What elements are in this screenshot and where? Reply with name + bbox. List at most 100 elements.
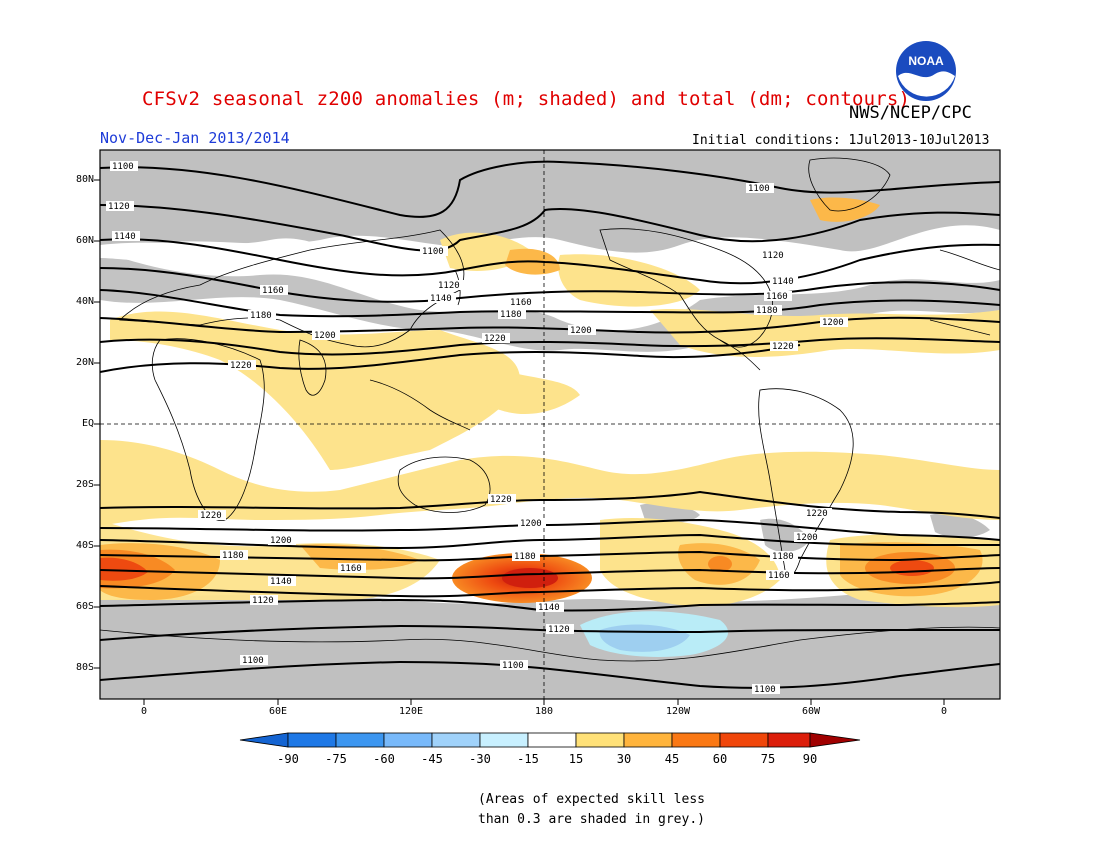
svg-text:1160: 1160 xyxy=(340,564,362,574)
colorbar-arrow-right xyxy=(809,732,861,748)
svg-text:1180: 1180 xyxy=(772,552,794,562)
svg-text:1220: 1220 xyxy=(490,495,512,505)
svg-text:1100: 1100 xyxy=(748,184,770,194)
lat-label: 60S xyxy=(75,601,94,612)
contour-label: 1200 xyxy=(518,518,546,529)
contour-label: 1180 xyxy=(248,310,276,321)
lat-label: 80S xyxy=(75,662,94,673)
agency-label: NWS/NCEP/CPC xyxy=(849,103,972,123)
lon-label: 60E xyxy=(268,706,288,717)
skill-note-line2: than 0.3 are shaded in grey.) xyxy=(478,812,705,827)
colorbar-label: 15 xyxy=(568,752,584,766)
colorbar-label: 45 xyxy=(664,752,680,766)
grey-mask-regions xyxy=(100,150,1000,699)
colorbar-swatch xyxy=(479,732,529,748)
colorbar-swatch xyxy=(527,732,577,748)
contour-label: 1200 xyxy=(312,330,340,341)
svg-text:1140: 1140 xyxy=(772,277,794,287)
lon-label: 60W xyxy=(801,706,821,717)
coastlines xyxy=(100,157,1000,662)
contour-label: 1160 xyxy=(508,297,536,308)
svg-text:1200: 1200 xyxy=(796,533,818,543)
svg-text:1160: 1160 xyxy=(768,571,790,581)
lon-label: 0 xyxy=(940,706,948,717)
colorbar xyxy=(239,732,861,748)
contour-label: 1220 xyxy=(804,508,832,519)
svg-text:1200: 1200 xyxy=(270,536,292,546)
contour-label: 1120 xyxy=(760,250,788,261)
lat-label: 80N xyxy=(75,174,94,185)
lat-label: EQ xyxy=(81,418,94,429)
contour-label: 1120 xyxy=(106,201,134,212)
noaa-logo-text: NOAA xyxy=(908,54,944,68)
map-title: CFSv2 seasonal z200 anomalies (m; shaded… xyxy=(142,88,911,110)
contour-label: 1200 xyxy=(794,532,822,543)
contour-label: 1100 xyxy=(240,655,268,666)
lat-label: 60N xyxy=(75,235,94,246)
contour-label: 1140 xyxy=(536,602,564,613)
colorbar-label: 75 xyxy=(760,752,776,766)
lat-label: 40S xyxy=(75,540,94,551)
contour-label: 1100 xyxy=(500,660,528,671)
colorbar-swatch xyxy=(575,732,625,748)
svg-text:1180: 1180 xyxy=(222,551,244,561)
svg-text:1220: 1220 xyxy=(806,509,828,519)
contour-label: 1100 xyxy=(110,161,138,172)
colorbar-swatch xyxy=(767,732,811,748)
contour-label: 1180 xyxy=(512,551,540,562)
svg-text:1200: 1200 xyxy=(570,326,592,336)
lat-label: 20N xyxy=(75,357,94,368)
lon-label: 180 xyxy=(534,706,554,717)
colorbar-swatch xyxy=(719,732,769,748)
svg-text:1180: 1180 xyxy=(250,311,272,321)
noaa-logo: NOAA xyxy=(895,40,957,102)
colorbar-label: -75 xyxy=(325,752,347,766)
total-height-contours xyxy=(100,160,1000,689)
contour-label: 1120 xyxy=(546,624,574,635)
svg-text:1100: 1100 xyxy=(502,661,524,671)
svg-text:1140: 1140 xyxy=(270,577,292,587)
colorbar-swatch xyxy=(623,732,673,748)
contour-label: 1220 xyxy=(488,494,516,505)
contour-label: 1220 xyxy=(770,341,798,352)
svg-text:1120: 1120 xyxy=(252,596,274,606)
svg-text:1200: 1200 xyxy=(822,318,844,328)
colorbar-swatch xyxy=(671,732,721,748)
contour-label: 1140 xyxy=(770,276,798,287)
contour-label: 1220 xyxy=(228,360,256,371)
svg-text:1100: 1100 xyxy=(754,685,776,695)
contour-label: 1200 xyxy=(820,317,848,328)
contour-label: 1120 xyxy=(250,595,278,606)
season-label: Nov-Dec-Jan 2013/2014 xyxy=(100,129,290,147)
svg-text:1200: 1200 xyxy=(520,519,542,529)
svg-text:1160: 1160 xyxy=(510,298,532,308)
svg-text:1140: 1140 xyxy=(430,294,452,304)
svg-text:1200: 1200 xyxy=(314,331,336,341)
colorbar-label: -15 xyxy=(517,752,539,766)
contour-label: 1100 xyxy=(746,183,774,194)
contour-label: 1120 xyxy=(436,280,464,291)
colorbar-swatch xyxy=(335,732,385,748)
contour-label: 1140 xyxy=(112,231,140,242)
svg-text:1100: 1100 xyxy=(242,656,264,666)
contour-label: 1180 xyxy=(754,305,782,316)
axis-ticks xyxy=(94,179,945,705)
svg-text:1160: 1160 xyxy=(766,292,788,302)
colorbar-swatch xyxy=(431,732,481,748)
svg-text:1180: 1180 xyxy=(756,306,778,316)
contour-label: 1140 xyxy=(428,293,456,304)
svg-text:1180: 1180 xyxy=(514,552,536,562)
svg-text:1120: 1120 xyxy=(438,281,460,291)
contour-label: 1220 xyxy=(482,333,510,344)
svg-text:1120: 1120 xyxy=(108,202,130,212)
contour-label: 1180 xyxy=(498,309,526,320)
colorbar-label: -90 xyxy=(277,752,299,766)
lat-label: 40N xyxy=(75,296,94,307)
contour-label: 1160 xyxy=(338,563,366,574)
contour-label: 1220 xyxy=(198,510,226,521)
colorbar-swatch xyxy=(287,732,337,748)
contour-label: 1100 xyxy=(420,246,448,257)
svg-text:1160: 1160 xyxy=(262,286,284,296)
contour-labels: 1100 1100 1100 1100 1100 1100 1120 1120 … xyxy=(106,161,848,695)
